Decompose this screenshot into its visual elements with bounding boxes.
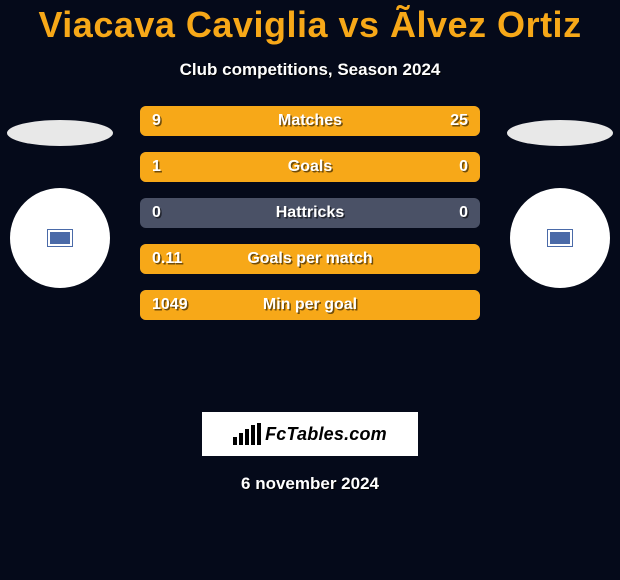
comparison-area: 9Matches251Goals00Hattricks00.11Goals pe… — [0, 120, 620, 400]
club-circle-left — [10, 188, 110, 288]
stat-row: 1Goals0 — [140, 152, 480, 182]
player-right-column — [500, 120, 620, 288]
stat-label: Matches — [140, 106, 480, 136]
club-circle-right — [510, 188, 610, 288]
page-title: Viacava Caviglia vs Ãlvez Ortiz — [0, 0, 620, 46]
flag-left — [7, 120, 113, 146]
stat-label: Hattricks — [140, 198, 480, 228]
stat-value-right: 25 — [450, 106, 468, 136]
subtitle: Club competitions, Season 2024 — [0, 60, 620, 80]
stat-value-right: 0 — [459, 152, 468, 182]
stat-row: 0.11Goals per match — [140, 244, 480, 274]
club-crest-left — [48, 230, 72, 246]
stat-bars: 9Matches251Goals00Hattricks00.11Goals pe… — [140, 106, 480, 336]
stat-row: 1049Min per goal — [140, 290, 480, 320]
flag-right — [507, 120, 613, 146]
stat-label: Goals per match — [140, 244, 480, 274]
stat-label: Min per goal — [140, 290, 480, 320]
date-label: 6 november 2024 — [0, 474, 620, 494]
brand-chart-icon — [233, 423, 261, 445]
brand-box: FcTables.com — [202, 412, 418, 456]
player-left-column — [0, 120, 120, 288]
club-crest-right — [548, 230, 572, 246]
stat-value-right: 0 — [459, 198, 468, 228]
stat-label: Goals — [140, 152, 480, 182]
stat-row: 9Matches25 — [140, 106, 480, 136]
stat-row: 0Hattricks0 — [140, 198, 480, 228]
brand-text: FcTables.com — [265, 424, 387, 445]
